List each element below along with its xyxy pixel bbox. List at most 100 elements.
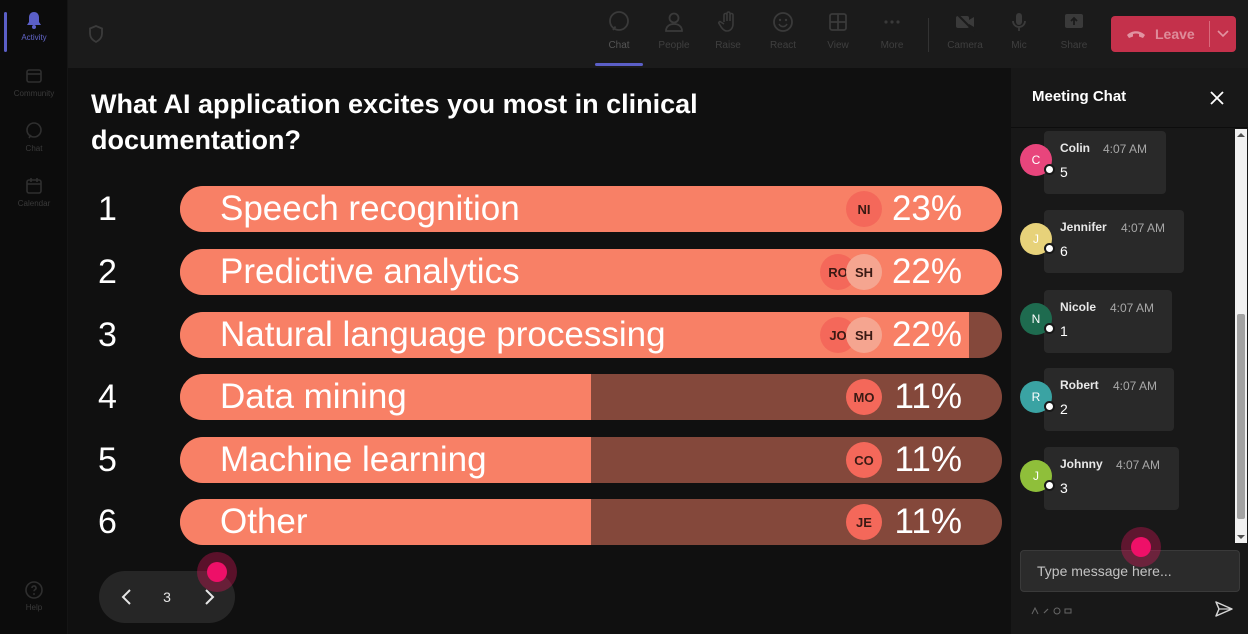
poll-option-bar: Natural language processing JO SH 22%	[180, 312, 1002, 358]
chat-header: Meeting Chat	[1011, 68, 1248, 128]
poll-option-label: Speech recognition	[220, 189, 520, 228]
rail-item-calendar[interactable]: Calendar	[0, 176, 68, 226]
smiley-icon	[773, 12, 793, 32]
avatar: SH	[846, 317, 882, 353]
toolbar-mic-button[interactable]: Mic	[995, 10, 1043, 62]
poll-option-row: 1 Speech recognition NI 23%	[68, 186, 1010, 232]
chat-message: Nicole 4:07 AM 1 N	[1011, 290, 1233, 354]
attach-icon[interactable]	[1042, 602, 1050, 614]
toolbar-button-label: More	[880, 40, 904, 51]
poll-option-label: Other	[220, 502, 308, 541]
toolbar-view-button[interactable]: View	[814, 10, 862, 62]
message-bubble: Robert 4:07 AM 2	[1044, 368, 1174, 431]
message-input[interactable]	[1020, 550, 1240, 592]
poll-option-bar: Predictive analytics RO SH 22%	[180, 249, 1002, 295]
leave-button-divider	[1209, 21, 1210, 47]
share-icon	[1065, 14, 1083, 28]
more-icon	[884, 20, 900, 24]
chevron-left-icon[interactable]	[115, 585, 139, 609]
avatar-initial: J	[1033, 469, 1039, 483]
people-icon	[665, 12, 683, 32]
message-timestamp: 4:07 AM	[1110, 301, 1155, 315]
close-icon[interactable]	[1209, 90, 1225, 106]
voter-avatars: RO SH	[820, 254, 882, 290]
rail-item-chat[interactable]: Chat	[0, 121, 68, 171]
pointer-indicator	[1121, 527, 1161, 567]
rail-item-activity[interactable]: Activity	[0, 10, 68, 60]
scrollbar-thumb[interactable]	[1237, 314, 1245, 519]
scroll-up-arrow-icon[interactable]	[1237, 131, 1245, 139]
message-author: Robert	[1060, 378, 1099, 392]
rail-item-help[interactable]: Help	[0, 580, 68, 630]
message-bubble: Johnny 4:07 AM 3	[1044, 447, 1179, 510]
pointer-indicator	[197, 552, 237, 592]
avatar: CO	[846, 442, 882, 478]
presence-dot	[1044, 480, 1055, 491]
presence-dot	[1044, 243, 1055, 254]
toolbar-people-button[interactable]: People	[650, 10, 698, 62]
poll-option-fill	[180, 437, 591, 483]
leave-button-label: Leave	[1155, 26, 1195, 42]
toolbar-chat-button[interactable]: Chat	[595, 10, 643, 66]
scroll-down-arrow-icon[interactable]	[1237, 533, 1245, 541]
avatar-initial: R	[1031, 390, 1041, 404]
poll-option-bar: Machine learning CO 11%	[180, 437, 1002, 483]
poll-option-row: 4 Data mining MO 11%	[68, 374, 1010, 420]
poll-pager: 3	[99, 571, 235, 623]
avatar: MO	[846, 379, 882, 415]
poll-option-rank: 3	[98, 316, 117, 354]
emoji-icon[interactable]	[1053, 602, 1061, 615]
meeting-chat-panel: Meeting Chat Colin 4:07 AM 5 C Jennifer 4:07 …	[1010, 68, 1248, 634]
message-timestamp: 4:07 AM	[1113, 379, 1158, 393]
toolbar-raise-button[interactable]: Raise	[704, 10, 752, 62]
toolbar-divider	[928, 18, 929, 52]
voter-avatars: NI	[846, 191, 882, 227]
poll-option-bar: Other JE 11%	[180, 499, 1002, 545]
poll-option-row: 5 Machine learning CO 11%	[68, 437, 1010, 483]
shield-icon[interactable]	[86, 24, 106, 44]
calendar-icon	[26, 178, 42, 194]
chat-message: Jennifer 4:07 AM 6 J	[1011, 210, 1233, 274]
gif-icon[interactable]	[1064, 602, 1072, 614]
toolbar-camera-button[interactable]: Camera	[941, 10, 989, 62]
chat-icon	[26, 122, 42, 139]
format-icon[interactable]	[1031, 602, 1039, 615]
chevron-down-icon	[1217, 30, 1229, 38]
message-author: Jennifer	[1060, 220, 1107, 234]
hand-icon	[717, 11, 734, 32]
presence-dot	[1044, 323, 1055, 334]
send-icon[interactable]	[1213, 598, 1235, 620]
grid-icon	[829, 13, 847, 31]
chevron-right-icon[interactable]	[197, 585, 221, 609]
toolbar-share-button[interactable]: Share	[1050, 10, 1098, 62]
presence-dot	[1044, 164, 1055, 175]
toolbar-button-label: View	[827, 40, 849, 51]
phone-hangup-icon	[1127, 31, 1145, 38]
toolbar-button-label: React	[769, 40, 797, 51]
toolbar-react-button[interactable]: React	[759, 10, 807, 62]
avatar: C	[1020, 144, 1055, 176]
avatar: N	[1020, 303, 1055, 335]
message-text: 6	[1060, 243, 1068, 259]
community-icon	[26, 69, 42, 83]
chat-message: Colin 4:07 AM 5 C	[1011, 131, 1233, 195]
avatar-initial: C	[1031, 153, 1041, 167]
leave-options-toggle[interactable]	[1210, 30, 1236, 38]
poll-option-rank: 6	[98, 503, 117, 541]
rail-item-label: Community	[13, 89, 55, 98]
message-author: Colin	[1060, 141, 1090, 155]
poll-option-label: Natural language processing	[220, 315, 666, 354]
toolbar-more-button[interactable]: More	[868, 10, 916, 62]
avatar: NI	[846, 191, 882, 227]
rail-item-label: Calendar	[17, 199, 51, 208]
toolbar-button-label: Raise	[715, 40, 741, 51]
poll-option-fill	[180, 374, 591, 420]
poll-option-rank: 5	[98, 441, 117, 479]
leave-button[interactable]: Leave	[1111, 16, 1236, 52]
poll-option-rank: 4	[98, 378, 117, 416]
page-number: 3	[163, 589, 171, 605]
avatar: R	[1020, 381, 1055, 413]
message-text: 3	[1060, 480, 1068, 496]
chat-scrollbar[interactable]	[1235, 129, 1247, 543]
rail-item-community[interactable]: Community	[0, 66, 68, 116]
